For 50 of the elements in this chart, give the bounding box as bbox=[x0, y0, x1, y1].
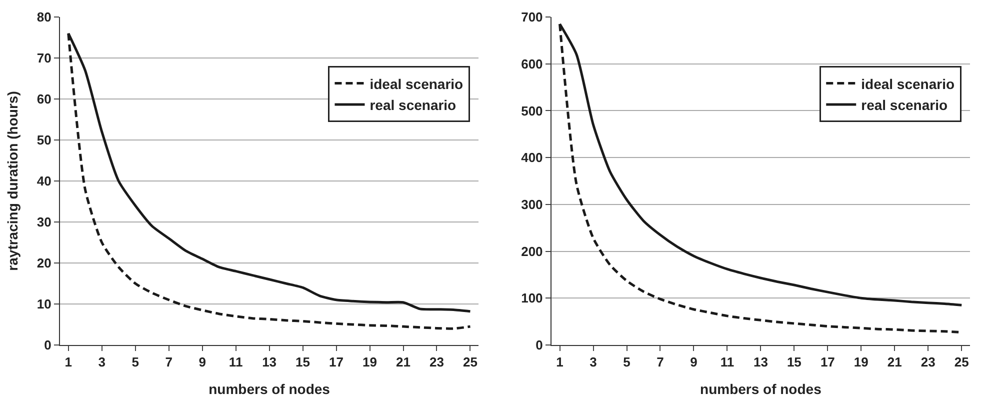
x-tick-label: 13 bbox=[753, 354, 768, 370]
x-tick-label: 21 bbox=[396, 354, 410, 370]
y-tick-label: 200 bbox=[521, 244, 543, 259]
x-tick-label: 3 bbox=[98, 354, 106, 370]
y-tick-label: 400 bbox=[521, 150, 543, 166]
y-tick-label: 10 bbox=[36, 296, 52, 312]
x-tick-label: 15 bbox=[296, 354, 310, 370]
x-tick-label: 23 bbox=[430, 354, 444, 370]
x-tick-label: 19 bbox=[854, 354, 868, 370]
y-tick-label: 20 bbox=[36, 256, 52, 271]
y-tick-label: 500 bbox=[521, 103, 543, 118]
y-tick-label: 70 bbox=[36, 50, 52, 66]
x-tick-label: 19 bbox=[362, 354, 377, 370]
x-tick-label: 13 bbox=[262, 354, 277, 370]
legend-label: ideal scenario bbox=[370, 76, 464, 92]
x-axis-title: numbers of nodes bbox=[208, 380, 330, 397]
x-tick-label: 5 bbox=[132, 354, 139, 370]
y-tick-label: 600 bbox=[521, 56, 543, 72]
x-tick-label: 23 bbox=[920, 354, 936, 370]
y-tick-label: 30 bbox=[36, 214, 52, 230]
x-tick-label: 15 bbox=[786, 354, 802, 370]
y-tick-label: 0 bbox=[536, 338, 543, 353]
x-tick-label: 3 bbox=[590, 354, 597, 370]
x-tick-label: 7 bbox=[165, 354, 172, 370]
x-tick-label: 21 bbox=[887, 354, 902, 370]
x-tick-label: 17 bbox=[329, 354, 344, 370]
y-tick-label: 60 bbox=[36, 92, 52, 107]
x-tick-label: 25 bbox=[462, 354, 478, 370]
x-tick-label: 9 bbox=[690, 354, 698, 370]
x-tick-label: 25 bbox=[954, 354, 969, 370]
y-axis-title: raytracing duration (hours) bbox=[4, 91, 21, 271]
y-tick-label: 100 bbox=[521, 290, 543, 306]
x-tick-label: 7 bbox=[656, 354, 664, 370]
x-tick-label: 17 bbox=[820, 354, 835, 370]
legend-label: real scenario bbox=[370, 96, 456, 113]
y-tick-label: 40 bbox=[36, 174, 52, 189]
x-axis-title: numbers of nodes bbox=[700, 380, 822, 397]
y-tick-label: 50 bbox=[36, 132, 52, 148]
x-tick-label: 5 bbox=[623, 354, 630, 370]
x-tick-label: 1 bbox=[556, 354, 564, 370]
legend-label: ideal scenario bbox=[861, 76, 955, 92]
y-tick-label: 80 bbox=[36, 10, 52, 25]
y-tick-label: 300 bbox=[521, 196, 543, 212]
y-tick-label: 700 bbox=[521, 10, 543, 25]
legend-label: real scenario bbox=[861, 96, 948, 113]
x-tick-label: 1 bbox=[64, 354, 72, 370]
x-tick-label: 9 bbox=[198, 354, 206, 370]
x-tick-label: 11 bbox=[228, 354, 243, 370]
y-tick-label: 0 bbox=[44, 338, 52, 353]
x-tick-label: 11 bbox=[720, 354, 734, 370]
